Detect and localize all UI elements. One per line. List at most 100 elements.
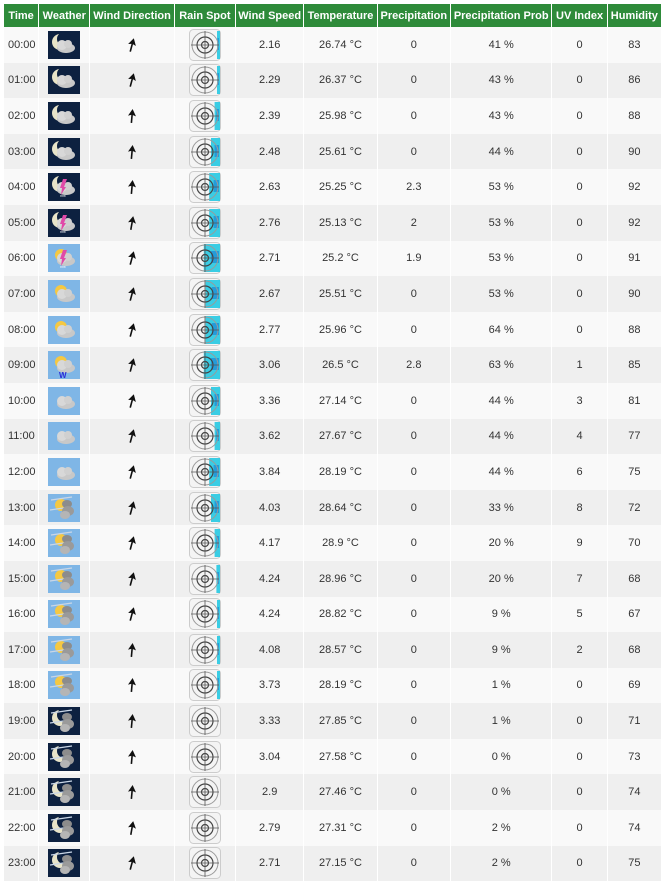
weather-cell: [39, 810, 91, 846]
table-row: 09:00 W 3.06 26.5 °C 2.8 63 % 1 85: [4, 347, 661, 383]
humidity-cell: 88: [607, 98, 661, 134]
humidity-cell: 67: [607, 596, 661, 633]
precipitation-prob-cell: 1 %: [450, 667, 553, 704]
precipitation-prob-cell: 44 %: [450, 418, 553, 455]
temperature-cell: 25.13 °C: [304, 204, 378, 241]
night-cloudy-icon: [48, 137, 81, 166]
night-hazy-cloudy-icon: [48, 742, 81, 771]
uv-index-cell: 4: [552, 418, 608, 455]
temperature-cell: 26.5 °C: [304, 347, 378, 383]
rain-spot-cell: [174, 311, 237, 348]
wind-arrow-icon: [128, 678, 137, 693]
header-time: Time: [4, 4, 40, 27]
day-hazy-cloudy-icon: [48, 529, 81, 558]
temperature-cell: 26.74 °C: [304, 27, 378, 63]
humidity-cell: 74: [607, 810, 661, 846]
wind-arrow-icon: [128, 536, 136, 551]
precipitation-cell: 2: [377, 204, 451, 241]
table-header-row: Time Weather Wind Direction Rain Spot Wi…: [4, 4, 661, 27]
wind-arrow-icon: [128, 180, 137, 195]
wind-speed-cell: 3.04: [236, 738, 305, 775]
wind-arrow-icon: [128, 251, 136, 266]
rain-spot-radar-icon: [188, 384, 221, 417]
time-cell: 11:00: [4, 418, 40, 455]
weather-cell: [39, 525, 91, 561]
precipitation-prob-cell: 53 %: [450, 276, 553, 312]
wind-arrow-icon: [128, 500, 136, 515]
wind-speed-cell: 3.62: [236, 418, 305, 455]
rain-spot-radar-icon: [188, 811, 221, 844]
humidity-cell: 73: [607, 738, 661, 775]
temperature-cell: 25.61 °C: [304, 133, 378, 170]
humidity-cell: 77: [607, 418, 661, 455]
precipitation-prob-cell: 63 %: [450, 347, 553, 383]
wind-arrow-icon: [128, 785, 137, 800]
rain-spot-cell: [174, 845, 237, 882]
weather-cell: [39, 738, 91, 775]
precipitation-prob-cell: 20 %: [450, 525, 553, 561]
humidity-cell: 85: [607, 347, 661, 383]
weather-cell: [39, 596, 91, 633]
day-hazy-cloudy-icon: [48, 493, 81, 522]
table-row: 20:00 3.04 27.58 °C 0 0 % 0 73: [4, 738, 661, 775]
weather-cell: ***: [39, 204, 91, 241]
night-hazy-cloudy-icon: [48, 707, 81, 736]
precipitation-prob-cell: 1 %: [450, 703, 553, 739]
precipitation-prob-cell: 33 %: [450, 489, 553, 526]
uv-index-cell: 2: [552, 632, 608, 668]
precipitation-cell: 0: [377, 632, 451, 668]
rain-spot-radar-icon: [188, 491, 221, 524]
wind-arrow-icon: [128, 820, 137, 835]
night-cloudy-icon: [48, 101, 81, 130]
day-cloudy-icon: [48, 422, 81, 451]
uv-index-cell: 0: [552, 169, 608, 205]
precipitation-cell: 0: [377, 98, 451, 134]
rain-spot-cell: [174, 276, 237, 312]
wind-arrow-icon: [128, 393, 136, 408]
wind-speed-cell: 3.33: [236, 703, 305, 739]
table-row: 14:00 4.17 28.9 °C 0 20 % 9 70: [4, 525, 661, 561]
wind-arrow-icon: [128, 358, 136, 373]
wind-direction-cell: [90, 62, 175, 99]
wind-arrow-icon: [128, 109, 137, 124]
temperature-cell: 28.19 °C: [304, 667, 378, 704]
rain-spot-cell: [174, 418, 237, 455]
time-cell: 09:00: [4, 347, 40, 383]
rain-spot-radar-icon: [188, 28, 221, 61]
wind-speed-cell: 2.63: [236, 169, 305, 205]
weather-cell: [39, 560, 91, 597]
precipitation-cell: 0: [377, 703, 451, 739]
wind-speed-cell: 3.36: [236, 382, 305, 419]
wind-direction-cell: [90, 489, 175, 526]
humidity-cell: 83: [607, 27, 661, 63]
day-hazy-cloudy-icon: [48, 600, 81, 629]
time-cell: 12:00: [4, 454, 40, 490]
wind-direction-cell: [90, 382, 175, 419]
precipitation-prob-cell: 20 %: [450, 560, 553, 597]
uv-index-cell: 3: [552, 382, 608, 419]
wind-arrow-icon: [128, 642, 137, 657]
precipitation-prob-cell: 0 %: [450, 738, 553, 775]
time-cell: 06:00: [4, 240, 40, 277]
precipitation-prob-cell: 0 %: [450, 774, 553, 811]
rain-spot-radar-icon: [188, 135, 221, 168]
humidity-cell: 74: [607, 774, 661, 811]
table-row: 10:00 3.36 27.14 °C 0 44 % 3 81: [4, 382, 661, 419]
uv-index-cell: 0: [552, 738, 608, 775]
wind-speed-cell: 2.71: [236, 845, 305, 882]
table-row: 13:00 4.03 28.64 °C 0 33 % 8 72: [4, 489, 661, 526]
time-cell: 05:00: [4, 204, 40, 241]
weather-cell: [39, 632, 91, 668]
header-temperature: Temperature: [304, 4, 378, 27]
wind-speed-cell: 2.76: [236, 204, 305, 241]
rain-spot-cell: [174, 596, 237, 633]
time-cell: 14:00: [4, 525, 40, 561]
wind-direction-cell: [90, 810, 175, 846]
precipitation-cell: 0: [377, 738, 451, 775]
day-hazy-cloudy-icon: [48, 564, 81, 593]
uv-index-cell: 7: [552, 560, 608, 597]
precipitation-cell: 0: [377, 27, 451, 63]
temperature-cell: 28.9 °C: [304, 525, 378, 561]
wind-direction-cell: [90, 774, 175, 811]
precipitation-cell: 0: [377, 489, 451, 526]
